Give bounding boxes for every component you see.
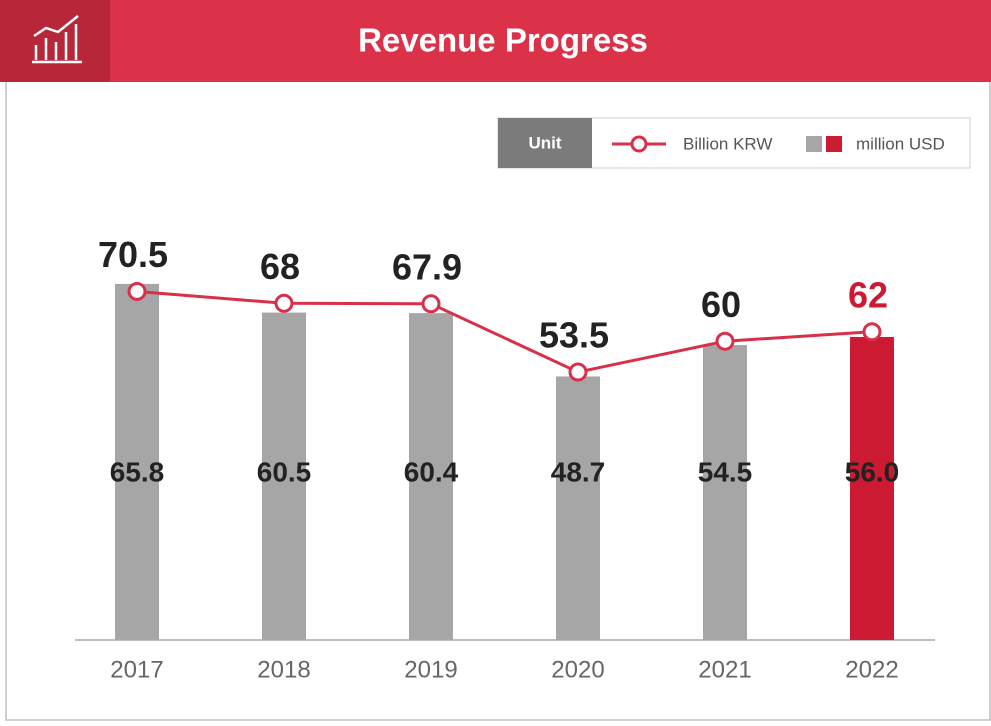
bar-value-label: 54.5: [698, 456, 753, 487]
line-marker: [274, 293, 294, 313]
x-tick-label: 2021: [698, 656, 751, 683]
line-value-label: 67.9: [392, 246, 462, 287]
line-marker: [127, 281, 147, 301]
bar: [850, 336, 894, 640]
chart-title: Revenue Progress: [358, 22, 648, 59]
line-value-label: 68: [260, 246, 300, 287]
line: [136, 289, 873, 374]
line-value-label: 70.5: [98, 234, 168, 275]
line-marker: [568, 362, 588, 382]
header-icon: [32, 15, 82, 64]
bar: [556, 376, 600, 640]
legend-swatch: [826, 136, 842, 152]
legend-swatch: [806, 136, 822, 152]
x-tick-label: 2018: [257, 656, 310, 683]
line-marker: [715, 331, 735, 351]
bar: [115, 283, 159, 640]
legend-label: million USD: [856, 134, 945, 153]
bar-value-label: 60.4: [404, 456, 459, 487]
legend-title: Unit: [528, 133, 561, 152]
bar-value-label: 48.7: [551, 456, 606, 487]
legend-unit-box: [498, 118, 592, 168]
line-value-label: 60: [701, 284, 741, 325]
bar: [262, 312, 306, 640]
x-tick-label: 2017: [110, 656, 163, 683]
bar: [409, 313, 453, 640]
line-marker: [421, 294, 441, 314]
x-tick-label: 2022: [845, 656, 898, 683]
bar: [703, 345, 747, 640]
header-icon-box: [0, 0, 110, 82]
line-value-label: 62: [848, 274, 888, 315]
legend-marker: [630, 135, 648, 153]
bar-value-label: 56.0: [845, 456, 900, 487]
legend-label: Billion KRW: [683, 134, 772, 153]
x-tick-label: 2019: [404, 656, 457, 683]
line-marker: [862, 322, 882, 342]
x-tick-label: 2020: [551, 656, 604, 683]
line-value-label: 53.5: [539, 315, 609, 356]
bar-value-label: 65.8: [110, 456, 165, 487]
bar-value-label: 60.5: [257, 456, 312, 487]
header: [0, 0, 991, 82]
